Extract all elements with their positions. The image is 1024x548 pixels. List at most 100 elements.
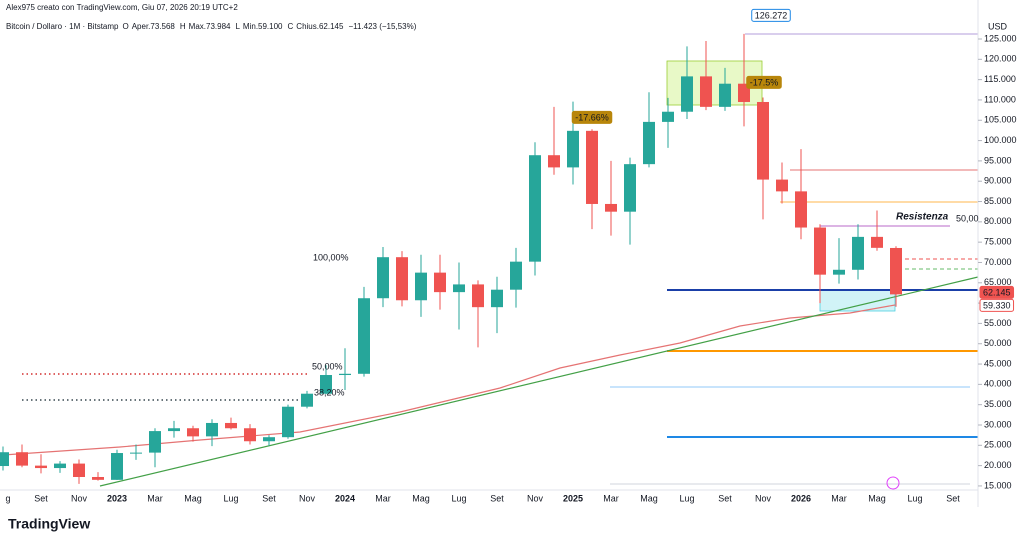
candle-body bbox=[92, 476, 104, 480]
annotation: 100,00% bbox=[313, 252, 349, 262]
x-tick-label: Mag bbox=[184, 493, 202, 503]
annotation: 38,20% bbox=[314, 387, 345, 397]
candle-body bbox=[320, 375, 332, 394]
annotation: 126.272 bbox=[755, 10, 788, 20]
candle-body bbox=[776, 179, 788, 192]
y-tick-label: 55.000 bbox=[984, 318, 1012, 328]
candle-body bbox=[187, 428, 199, 437]
candle-body bbox=[111, 453, 123, 480]
x-tick-label: Mag bbox=[868, 493, 886, 503]
ohlc-key: O bbox=[122, 22, 128, 31]
x-tick-label: Mar bbox=[831, 493, 847, 503]
x-tick-label: Mar bbox=[603, 493, 619, 503]
y-tick-label: 100.000 bbox=[984, 135, 1017, 145]
candle-body bbox=[510, 261, 522, 290]
ohlc-value: Chius.62.145 bbox=[296, 22, 344, 31]
moving-average bbox=[2, 304, 896, 456]
candle-body bbox=[548, 155, 560, 168]
x-tick-label: Lug bbox=[223, 493, 238, 503]
highlight-box bbox=[819, 289, 896, 312]
candle-body bbox=[225, 422, 237, 429]
x-tick-label: Nov bbox=[71, 493, 88, 503]
candle-body bbox=[662, 111, 674, 122]
y-tick-label: 30.000 bbox=[984, 419, 1012, 429]
y-tick-label: 50.000 bbox=[984, 338, 1012, 348]
ohlc-key: H bbox=[180, 22, 186, 31]
x-tick-label: 2026 bbox=[791, 493, 811, 503]
candle-body bbox=[130, 452, 142, 454]
x-tick-label: Nov bbox=[299, 493, 316, 503]
y-tick-label: 115.000 bbox=[984, 74, 1016, 84]
candle-body bbox=[890, 247, 902, 295]
x-tick-label: Nov bbox=[755, 493, 772, 503]
candle-body bbox=[282, 406, 294, 438]
candle-body bbox=[491, 289, 503, 308]
candle-body bbox=[0, 452, 9, 467]
candle-body bbox=[301, 393, 313, 407]
candle-body bbox=[16, 452, 28, 466]
candle-body bbox=[795, 191, 807, 228]
annotation: -17.66% bbox=[575, 112, 609, 122]
x-tick-label: 2024 bbox=[335, 493, 355, 503]
annotation: -17.5% bbox=[750, 77, 779, 87]
ohlc-legend: O Aper.73.568 H Max.73.984 L Min.59.100 C Chius… bbox=[122, 22, 416, 31]
candle-body bbox=[358, 298, 370, 374]
x-tick-label: Lug bbox=[907, 493, 922, 503]
candle-body bbox=[73, 463, 85, 477]
x-tick-label: Mar bbox=[375, 493, 391, 503]
annotation-box bbox=[751, 8, 791, 22]
y-tick-label: 80.000 bbox=[984, 216, 1012, 226]
x-tick-label: Lug bbox=[679, 493, 694, 503]
y-tick-label: 75.000 bbox=[984, 237, 1012, 247]
candle-body bbox=[643, 121, 655, 165]
y-tick-label: 110.000 bbox=[984, 94, 1016, 104]
x-tick-label: Nov bbox=[527, 493, 544, 503]
candle-body bbox=[244, 428, 256, 442]
candle-body bbox=[377, 257, 389, 299]
candle-body bbox=[624, 164, 636, 212]
y-tick-label: 25.000 bbox=[984, 440, 1012, 450]
y-tick-label: 45.000 bbox=[984, 358, 1012, 368]
candle-body bbox=[871, 236, 883, 248]
change: −11.423 (−15,53%) bbox=[348, 22, 416, 31]
x-tick-label: Set bbox=[34, 493, 48, 503]
candle-body bbox=[814, 227, 826, 275]
x-tick-label: 2023 bbox=[107, 493, 127, 503]
candle-body bbox=[719, 83, 731, 107]
x-tick-label: Lug bbox=[451, 493, 466, 503]
candle-body bbox=[472, 284, 484, 308]
candle-body bbox=[54, 463, 66, 469]
y-tick-label: 65.000 bbox=[984, 277, 1012, 287]
axis-title: USD bbox=[988, 21, 1008, 31]
ohlc-key: L bbox=[235, 22, 240, 31]
annotation: 59.330 bbox=[983, 300, 1011, 310]
annotation-box bbox=[746, 75, 782, 89]
annotation: Resistenza bbox=[896, 212, 949, 223]
ohlc-value: Max.73.984 bbox=[189, 22, 231, 31]
candle-body bbox=[833, 269, 845, 275]
y-tick-label: 90.000 bbox=[984, 176, 1012, 186]
annotation: 62.145 bbox=[983, 287, 1011, 297]
ohlc-value: Aper.73.568 bbox=[132, 22, 176, 31]
logo: TradingView bbox=[8, 516, 90, 532]
y-tick-label: 105.000 bbox=[984, 115, 1017, 125]
candle-body bbox=[453, 284, 465, 293]
annotation-box bbox=[979, 285, 1015, 299]
x-tick-label: Mar bbox=[147, 493, 163, 503]
candle-body bbox=[700, 76, 712, 107]
y-tick-label: 120.000 bbox=[984, 54, 1017, 64]
ohlc-key: C bbox=[288, 22, 294, 31]
y-tick-label: 70.000 bbox=[984, 257, 1012, 267]
trend-line bbox=[99, 276, 979, 487]
candle-body bbox=[586, 130, 598, 204]
y-tick-label: 95.000 bbox=[984, 155, 1012, 165]
candle-body bbox=[206, 422, 218, 437]
candle-body bbox=[681, 76, 693, 112]
candle-body bbox=[168, 428, 180, 432]
candle-body bbox=[852, 236, 864, 270]
candle-body bbox=[396, 257, 408, 301]
y-tick-label: 15.000 bbox=[984, 480, 1012, 490]
candle-body bbox=[434, 272, 446, 293]
candle-body bbox=[35, 465, 47, 469]
